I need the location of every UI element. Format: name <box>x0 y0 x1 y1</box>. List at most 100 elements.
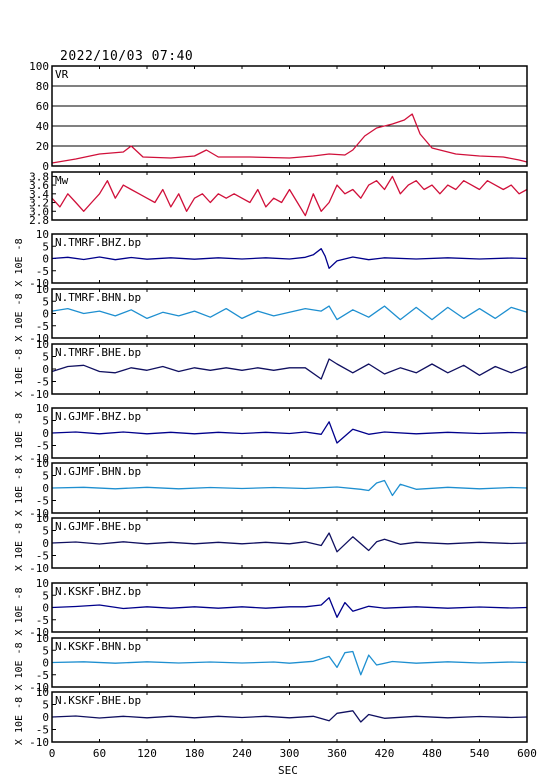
y-tick-label: 5 <box>42 351 49 364</box>
x-tick-label: 300 <box>280 747 300 760</box>
panel-frame <box>51 171 528 221</box>
y-tick-label: -5 <box>36 265 49 278</box>
y-tick-label: 0 <box>42 363 49 376</box>
y-tick-label: 0 <box>42 308 49 321</box>
panel-title: N.GJMF.BHN.bp <box>55 465 141 478</box>
y-tick-label: 5 <box>42 240 49 253</box>
y-tick-label: 0 <box>42 482 49 495</box>
y-tick-label: -10 <box>29 736 49 749</box>
y-axis-label: X 10E -8 <box>14 468 25 516</box>
y-tick-label: 10 <box>36 457 49 470</box>
series-line <box>51 710 528 723</box>
panel-title: N.TMRF.BHZ.bp <box>55 236 141 249</box>
y-tick-label: 5 <box>42 295 49 308</box>
x-tick-label: 480 <box>422 747 442 760</box>
y-tick-label: 3.0 <box>29 205 49 218</box>
y-tick-label: -10 <box>29 562 49 575</box>
y-tick-label: -5 <box>36 440 49 453</box>
y-tick-label: 0 <box>42 253 49 266</box>
y-tick-label: -5 <box>36 320 49 333</box>
y-tick-label: 3.8 <box>29 170 49 183</box>
y-tick-label: 10 <box>36 512 49 525</box>
panel-title: N.KSKF.BHE.bp <box>55 694 141 707</box>
y-tick-label: 10 <box>36 338 49 351</box>
y-tick-label: 10 <box>36 632 49 645</box>
y-tick-label: 5 <box>42 644 49 657</box>
panel-frame <box>51 343 528 395</box>
timestamp-label: 2022/10/03 07:40 <box>60 49 194 64</box>
y-tick-label: 3.2 <box>29 197 49 210</box>
y-tick-label: 10 <box>36 283 49 296</box>
panel-frame <box>51 407 528 459</box>
panel-title: N.TMRF.BHE.bp <box>55 346 141 359</box>
series-line <box>51 113 528 164</box>
y-tick-label: -5 <box>36 550 49 563</box>
panel-title: Mw <box>55 174 69 187</box>
series-line <box>51 305 528 321</box>
x-tick-label: 420 <box>375 747 395 760</box>
y-tick-label: 100 <box>29 60 49 73</box>
y-tick-label: 5 <box>42 525 49 538</box>
y-tick-label: -10 <box>29 277 49 290</box>
panel-title: N.TMRF.BHN.bp <box>55 291 141 304</box>
y-tick-label: 5 <box>42 589 49 602</box>
y-tick-label: 0 <box>42 602 49 615</box>
x-tick-label: 240 <box>232 747 252 760</box>
panel-frame <box>51 691 528 743</box>
x-tick-label: 360 <box>327 747 347 760</box>
y-tick-label: 10 <box>36 577 49 590</box>
y-tick-label: 0 <box>42 160 49 173</box>
y-tick-label: 5 <box>42 699 49 712</box>
y-axis-label: X 10E -8 <box>14 413 25 461</box>
y-tick-label: -10 <box>29 332 49 345</box>
y-tick-label: -10 <box>29 452 49 465</box>
y-tick-label: -10 <box>29 507 49 520</box>
panel-1: 0 20 40 60 80 100 VR <box>29 60 528 173</box>
y-tick-label: 2.8 <box>29 214 49 227</box>
y-tick-label: 10 <box>36 402 49 415</box>
panel-frame <box>51 288 528 339</box>
y-tick-label: 20 <box>36 140 49 153</box>
y-tick-label: -5 <box>36 376 49 389</box>
y-tick-label: 60 <box>36 100 49 113</box>
y-tick-label: 0 <box>42 711 49 724</box>
y-axis-label: X 10E -8 <box>14 587 25 635</box>
y-tick-label: -5 <box>36 669 49 682</box>
series-line <box>51 532 528 553</box>
y-tick-label: -10 <box>29 626 49 639</box>
y-axis-label: X 10E -8 <box>14 642 25 690</box>
y-tick-label: 0 <box>42 657 49 670</box>
y-tick-label: -10 <box>29 388 49 401</box>
panel-frame <box>51 65 528 167</box>
panel-frame <box>51 462 528 514</box>
panel-title: VR <box>55 68 69 81</box>
y-tick-label: -5 <box>36 724 49 737</box>
y-tick-label: -10 <box>29 681 49 694</box>
x-tick-label: 540 <box>470 747 490 760</box>
y-tick-label: 80 <box>36 80 49 93</box>
panel-frame <box>51 637 528 688</box>
panel-2: 2.83.03.23.43.63.8 Mw <box>29 170 528 227</box>
series-line <box>51 248 528 269</box>
series-line <box>51 358 528 380</box>
y-tick-label: 0 <box>42 537 49 550</box>
y-tick-label: 10 <box>36 686 49 699</box>
panel-title: N.GJMF.BHZ.bp <box>55 410 141 423</box>
y-tick-label: 3.6 <box>29 179 49 192</box>
series-line <box>51 650 528 676</box>
series-line <box>51 421 528 444</box>
panel-frame <box>51 233 528 284</box>
y-axis-label: X 10E -8 <box>14 238 25 286</box>
y-tick-label: 5 <box>42 470 49 483</box>
x-axis-label: SEC <box>278 764 298 777</box>
x-tick-label: 600 <box>517 747 537 760</box>
y-axis-label: X 10E -8 <box>14 349 25 397</box>
panel-title: N.GJMF.BHE.bp <box>55 520 141 533</box>
